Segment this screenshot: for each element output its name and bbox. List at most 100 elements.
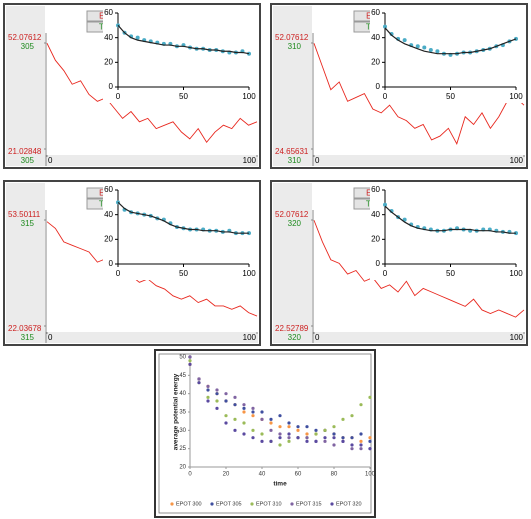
temperature-label: 310 xyxy=(288,156,302,165)
y-extreme-label: 52.07612 xyxy=(8,33,42,42)
data-point xyxy=(215,392,219,396)
data-point xyxy=(359,439,363,443)
inset-point xyxy=(402,38,407,43)
data-point xyxy=(251,414,255,418)
data-point xyxy=(251,436,255,440)
data-point xyxy=(242,406,246,410)
inset-fit-line xyxy=(117,24,250,55)
data-point xyxy=(368,439,372,443)
data-point xyxy=(332,425,336,429)
data-point xyxy=(323,428,327,432)
y-tick-label: 40 xyxy=(179,391,186,397)
data-point xyxy=(368,447,372,451)
y-tick-label: 30 xyxy=(179,428,186,434)
inset-fit-line xyxy=(384,27,517,55)
data-point xyxy=(224,392,228,396)
data-point xyxy=(359,447,363,451)
x-tick-label: 60 xyxy=(295,472,302,478)
x-tick-label: 0 xyxy=(48,333,53,342)
data-point xyxy=(359,403,363,407)
inset-x-tick-label: 100 xyxy=(242,269,256,278)
data-point xyxy=(242,410,246,414)
legend-marker xyxy=(290,502,294,506)
x-tick-label: 0 xyxy=(48,156,53,165)
energy-line xyxy=(46,43,258,144)
x-tick-label: 80 xyxy=(331,472,338,478)
inset-x-tick-label: 0 xyxy=(383,92,388,101)
inset-point xyxy=(383,202,387,207)
data-point xyxy=(332,436,336,440)
data-point xyxy=(332,443,336,447)
data-point xyxy=(350,436,354,440)
inset-x-tick-label: 0 xyxy=(116,269,121,278)
data-point xyxy=(296,425,300,429)
temperature-label: 305 xyxy=(21,42,35,51)
data-point xyxy=(305,425,309,429)
data-point xyxy=(350,414,354,418)
x-tick-label: 0 xyxy=(315,333,320,342)
energy-line xyxy=(46,221,258,317)
data-point xyxy=(305,432,309,436)
inset-y-tick-label: 60 xyxy=(371,185,380,194)
y-tick-label: 45 xyxy=(179,373,186,379)
data-point xyxy=(278,425,282,429)
summary-frame-inner xyxy=(158,353,372,514)
inset-point xyxy=(415,44,420,49)
data-point xyxy=(296,436,300,440)
inset-y-tick-label: 0 xyxy=(109,259,114,268)
inset-y-tick-label: 40 xyxy=(371,210,380,219)
inset-x-tick-label: 50 xyxy=(179,92,188,101)
inset-x-tick-label: 100 xyxy=(509,92,523,101)
data-point xyxy=(296,428,300,432)
data-point xyxy=(251,410,255,414)
legend-marker xyxy=(210,502,214,506)
legend-label: EPOT 305 xyxy=(216,501,242,507)
data-point xyxy=(269,428,273,432)
inset-background xyxy=(370,7,522,103)
energy-line xyxy=(313,43,525,145)
inset-y-tick-label: 0 xyxy=(376,259,381,268)
data-point xyxy=(260,410,264,414)
data-point xyxy=(188,359,192,363)
data-point xyxy=(206,384,210,388)
y-tick-label: 25 xyxy=(179,446,186,452)
panel: 24.6563131052.076123100100EPOTTEMP020406… xyxy=(270,3,528,169)
data-point xyxy=(260,417,264,421)
inset-y-tick-label: 60 xyxy=(371,8,380,17)
data-point xyxy=(305,436,309,440)
legend-marker xyxy=(170,502,174,506)
y-extreme-label: 21.02848 xyxy=(8,147,42,156)
data-point xyxy=(242,421,246,425)
data-point xyxy=(278,414,282,418)
side-bar xyxy=(273,6,312,155)
data-point xyxy=(233,417,237,421)
x-tick-label: 0 xyxy=(188,472,192,478)
inset-fit-line xyxy=(117,201,249,234)
y-tick-label: 35 xyxy=(179,410,186,416)
data-point xyxy=(314,439,318,443)
inset-point xyxy=(135,35,140,40)
data-point xyxy=(206,399,210,403)
data-point xyxy=(368,395,372,399)
inset-background xyxy=(103,7,255,103)
inset-y-tick-label: 20 xyxy=(371,234,380,243)
bottom-bar xyxy=(6,332,258,343)
data-point xyxy=(278,432,282,436)
inset-y-tick-label: 0 xyxy=(109,82,114,91)
inset-y-tick-label: 20 xyxy=(104,57,113,66)
data-point xyxy=(287,436,291,440)
y-extreme-label: 22.52789 xyxy=(275,324,309,333)
data-point xyxy=(197,381,201,385)
inset-y-tick-label: 60 xyxy=(104,8,113,17)
data-point xyxy=(242,432,246,436)
data-point xyxy=(251,428,255,432)
y-extreme-label: 53.50111 xyxy=(8,210,41,219)
data-point xyxy=(224,414,228,418)
data-point xyxy=(269,417,273,421)
data-point xyxy=(359,443,363,447)
data-point xyxy=(215,399,219,403)
y-extreme-label: 52.07612 xyxy=(275,210,309,219)
panel: 22.0367831553.501113150100EPOTTEMP020406… xyxy=(3,180,261,346)
data-point xyxy=(233,428,237,432)
data-point xyxy=(287,439,291,443)
